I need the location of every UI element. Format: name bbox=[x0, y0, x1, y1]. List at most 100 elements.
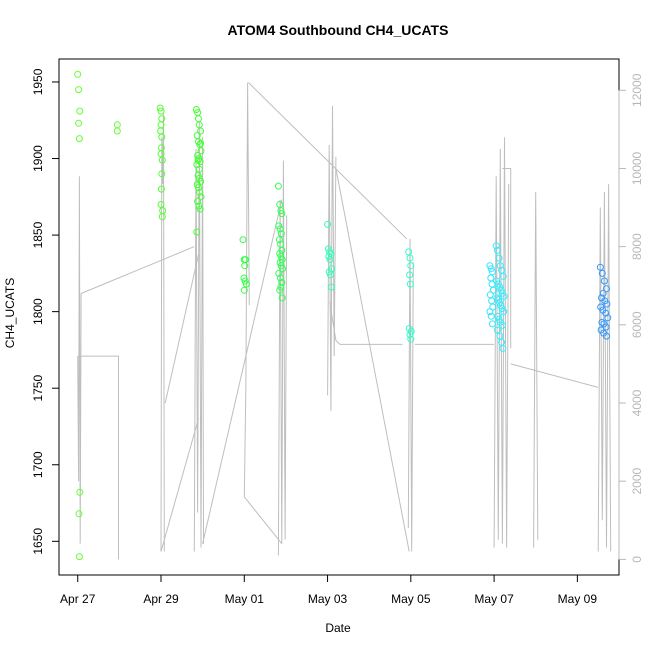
data-point bbox=[495, 295, 503, 303]
data-point bbox=[113, 121, 121, 129]
data-point bbox=[499, 272, 507, 280]
data-point bbox=[486, 262, 494, 270]
data-point bbox=[275, 236, 283, 244]
y2-tick-label: 6000 bbox=[630, 311, 644, 338]
data-point bbox=[327, 271, 334, 279]
x-tick-label: May 01 bbox=[225, 592, 265, 606]
data-point bbox=[494, 312, 502, 320]
data-point bbox=[599, 289, 607, 297]
altitude-line-4 bbox=[160, 418, 199, 552]
data-point bbox=[276, 286, 284, 294]
data-point bbox=[324, 220, 332, 228]
data-point bbox=[75, 510, 83, 518]
data-point bbox=[157, 201, 165, 208]
data-point bbox=[197, 193, 205, 201]
data-point bbox=[596, 263, 604, 271]
x-tick-label: May 07 bbox=[474, 592, 514, 606]
data-point bbox=[76, 107, 84, 115]
x-tick-label: May 05 bbox=[391, 592, 431, 606]
data-point bbox=[277, 283, 285, 291]
x-axis: Apr 27 Apr 29 May 01 May 03 May 05 May 07 May … bbox=[60, 574, 598, 606]
data-point bbox=[278, 294, 286, 302]
data-point bbox=[239, 236, 247, 244]
altitude-line-0 bbox=[77, 176, 82, 544]
data-point bbox=[194, 156, 202, 164]
y2-tick-label: 0 bbox=[630, 556, 644, 563]
y-tick-label: 1950 bbox=[31, 68, 45, 95]
y2-tick-label: 8000 bbox=[630, 233, 644, 260]
data-point bbox=[75, 86, 83, 94]
altitude-line-7 bbox=[202, 199, 283, 544]
data-point bbox=[407, 328, 415, 335]
y-axis-label: CH4_UCATS bbox=[3, 278, 17, 348]
data-point bbox=[277, 262, 285, 270]
data-point bbox=[278, 279, 286, 286]
data-point bbox=[240, 286, 248, 294]
data-point bbox=[159, 207, 167, 215]
data-point bbox=[195, 174, 203, 182]
data-point bbox=[600, 277, 608, 285]
data-point bbox=[496, 262, 504, 270]
y2-tick-label: 2000 bbox=[630, 468, 644, 495]
altitude-line-13 bbox=[329, 301, 403, 345]
data-point bbox=[603, 285, 610, 293]
data-point bbox=[488, 280, 496, 288]
data-point bbox=[487, 312, 495, 320]
data-point bbox=[500, 292, 508, 300]
data-point bbox=[407, 262, 415, 270]
y-tick-label: 1750 bbox=[31, 375, 45, 402]
altitude-line-5 bbox=[164, 254, 199, 404]
data-point bbox=[603, 332, 610, 340]
data-point bbox=[486, 308, 494, 316]
y-tick-label: 1900 bbox=[31, 145, 45, 172]
data-point bbox=[496, 332, 504, 340]
data-point bbox=[495, 315, 503, 323]
data-point bbox=[75, 135, 83, 143]
data-point bbox=[274, 182, 282, 190]
data-point bbox=[496, 283, 504, 291]
data-point bbox=[406, 280, 414, 288]
data-point bbox=[406, 254, 414, 262]
data-point bbox=[158, 170, 166, 178]
altitude-line-18 bbox=[502, 168, 512, 349]
data-point bbox=[195, 165, 203, 173]
altitude-line-14 bbox=[335, 168, 410, 552]
data-point bbox=[486, 291, 494, 299]
data-point bbox=[157, 127, 165, 135]
data-point bbox=[497, 286, 505, 294]
data-point bbox=[158, 156, 166, 164]
altitude-line-21 bbox=[597, 184, 612, 552]
data-point bbox=[158, 133, 166, 141]
data-point bbox=[493, 326, 501, 334]
data-point bbox=[488, 297, 496, 305]
data-point bbox=[76, 488, 84, 496]
data-point bbox=[241, 277, 249, 285]
y2-axis: 0 2000 4000 6000 8000 10000 12000 bbox=[618, 73, 644, 563]
data-point bbox=[242, 280, 250, 288]
data-point bbox=[499, 344, 507, 352]
y-tick-label: 1800 bbox=[31, 298, 45, 325]
data-point bbox=[407, 335, 415, 343]
data-point bbox=[277, 207, 285, 215]
data-point bbox=[241, 262, 249, 270]
altitude-line-19 bbox=[510, 363, 599, 388]
data-point bbox=[326, 248, 334, 256]
altitude-line-17 bbox=[493, 137, 510, 548]
data-point bbox=[275, 222, 283, 230]
x-tick-label: May 09 bbox=[558, 592, 598, 606]
data-point bbox=[195, 184, 202, 192]
data-point bbox=[197, 147, 205, 155]
y-tick-label: 1650 bbox=[31, 528, 45, 555]
data-point bbox=[196, 188, 204, 196]
data-point bbox=[495, 254, 503, 262]
y-tick-label: 1700 bbox=[31, 451, 45, 478]
altitude-line-2 bbox=[80, 246, 195, 294]
data-point bbox=[197, 139, 205, 147]
data-point bbox=[487, 274, 495, 282]
altitude-line-10 bbox=[248, 82, 408, 240]
chart-title: ATOM4 Southbound CH4_UCATS bbox=[228, 22, 449, 38]
data-point bbox=[603, 300, 611, 308]
data-point bbox=[327, 283, 335, 291]
data-point bbox=[279, 265, 287, 273]
y-axis: 1650 1700 1750 1800 1850 1900 1950 bbox=[31, 68, 60, 555]
